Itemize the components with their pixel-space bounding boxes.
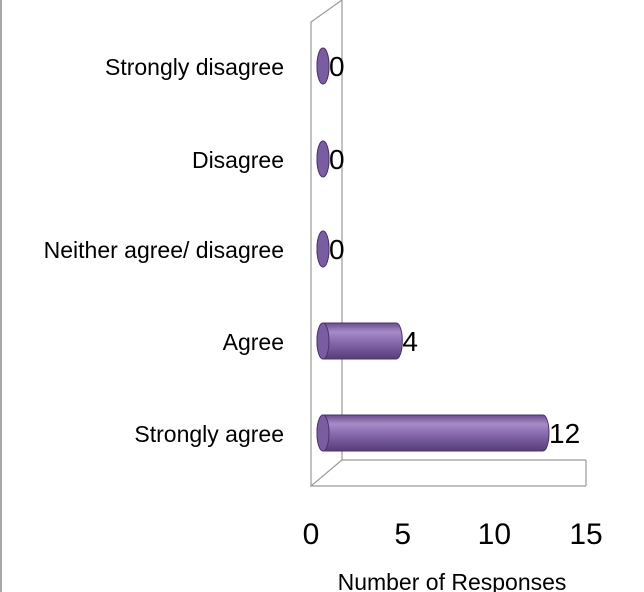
category-label: Agree <box>223 329 284 355</box>
bar <box>316 47 330 85</box>
x-tick-label: 0 <box>303 518 320 551</box>
bar <box>316 322 403 360</box>
bar <box>316 414 550 452</box>
data-label: 12 <box>549 418 580 449</box>
category-label: Strongly disagree <box>105 54 284 80</box>
category-labels: Strongly disagree Disagree Neither agree/ … <box>44 54 284 447</box>
bar <box>316 230 330 268</box>
data-label: 0 <box>329 234 345 265</box>
bar <box>316 140 330 178</box>
data-labels: 0 0 0 4 12 <box>329 51 580 449</box>
plot-walls <box>310 0 587 488</box>
category-label: Strongly agree <box>134 421 284 447</box>
data-label: 4 <box>402 326 418 357</box>
bars <box>316 47 550 452</box>
category-label: Neither agree/ disagree <box>44 237 284 263</box>
x-axis-ticks: 0 5 10 15 <box>303 518 603 551</box>
x-tick-label: 5 <box>394 518 411 551</box>
data-label: 0 <box>329 51 345 82</box>
category-label: Disagree <box>192 147 284 173</box>
x-tick-label: 10 <box>478 518 511 551</box>
data-label: 0 <box>329 144 345 175</box>
x-tick-label: 15 <box>569 518 602 551</box>
x-axis-title: Number of Responses <box>338 569 567 592</box>
